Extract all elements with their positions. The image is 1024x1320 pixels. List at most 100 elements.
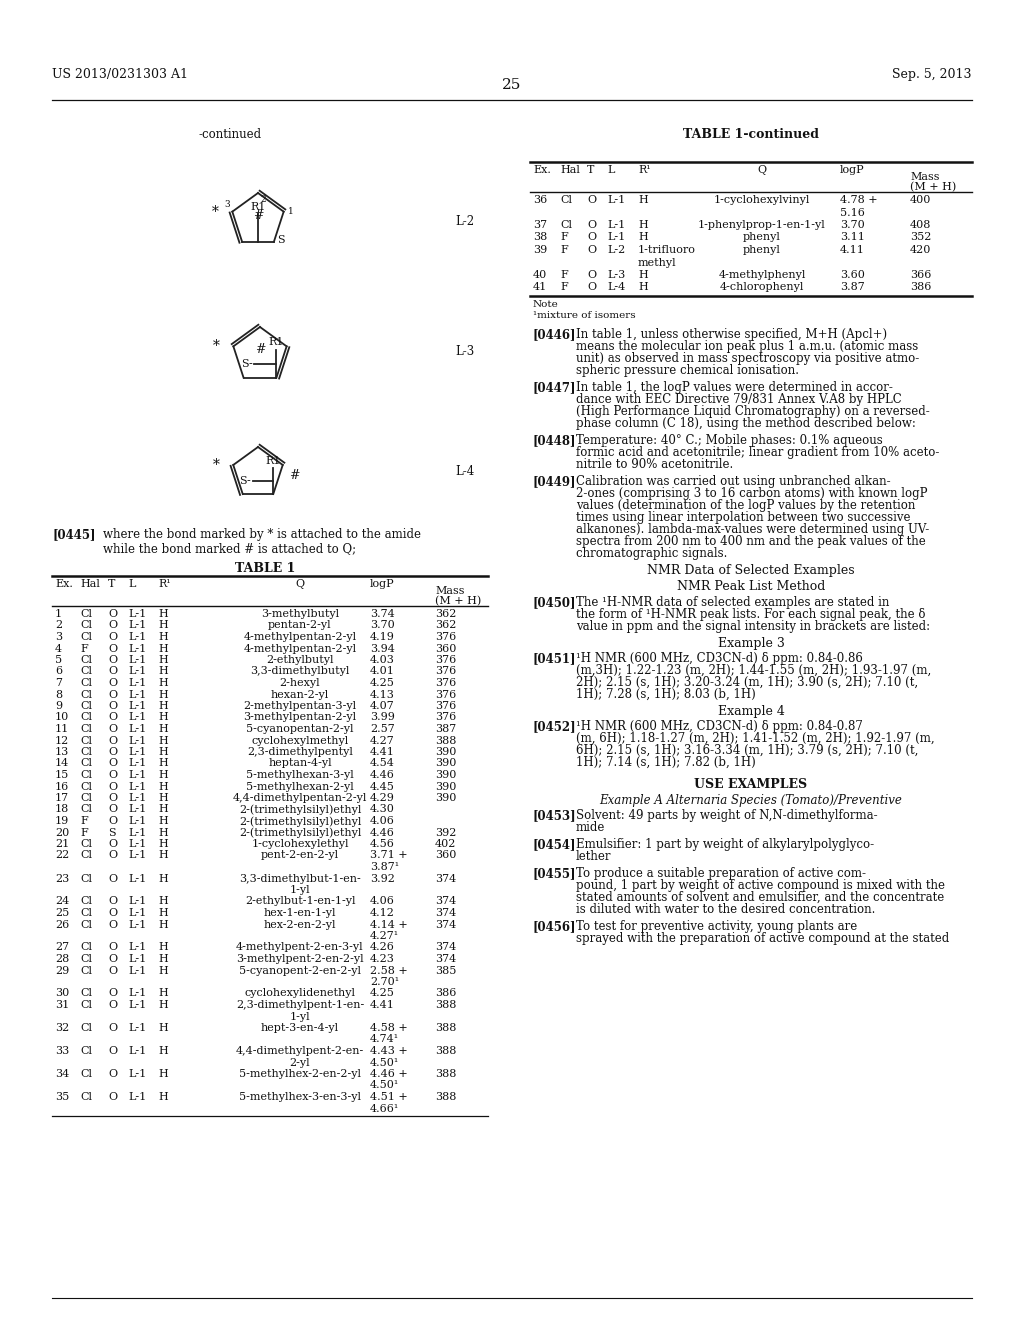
Text: H: H [638,271,648,280]
Text: 4.01: 4.01 [370,667,395,676]
Text: 4.27: 4.27 [370,735,394,746]
Text: L-1: L-1 [128,1092,146,1102]
Text: 2-(trimethylsilyl)ethyl: 2-(trimethylsilyl)ethyl [239,816,361,826]
Text: 5-methylhexan-3-yl: 5-methylhexan-3-yl [246,770,354,780]
Text: 4.66¹: 4.66¹ [370,1104,399,1114]
Text: O: O [108,620,117,631]
Text: hept-3-en-4-yl: hept-3-en-4-yl [261,1023,339,1034]
Text: O: O [108,816,117,826]
Text: The ¹H-NMR data of selected examples are stated in: The ¹H-NMR data of selected examples are… [575,597,890,609]
Text: O: O [587,195,596,205]
Text: L-1: L-1 [128,896,146,907]
Text: O: O [108,747,117,756]
Text: Cl: Cl [560,195,572,205]
Text: H: H [158,678,168,688]
Text: 2.57: 2.57 [370,723,394,734]
Text: 376: 376 [435,667,457,676]
Text: H: H [158,1092,168,1102]
Text: S: S [276,235,285,244]
Text: 10: 10 [55,713,70,722]
Text: H: H [158,1023,168,1034]
Text: H: H [158,713,168,722]
Text: 4-methylpentan-2-yl: 4-methylpentan-2-yl [244,644,356,653]
Text: mide: mide [575,821,605,834]
Text: [0456]: [0456] [534,920,577,933]
Text: O: O [108,850,117,861]
Text: Hal: Hal [560,165,580,176]
Text: 15: 15 [55,770,70,780]
Text: 390: 390 [435,759,457,768]
Text: L-1: L-1 [128,850,146,861]
Text: Cl: Cl [80,713,92,722]
Text: 388: 388 [435,1092,457,1102]
Text: O: O [108,655,117,665]
Text: L-3: L-3 [455,345,474,358]
Text: Cl: Cl [80,667,92,676]
Text: H: H [158,735,168,746]
Text: 28: 28 [55,954,70,964]
Text: 1H); 7.28 (s, 1H); 8.03 (b, 1H): 1H); 7.28 (s, 1H); 8.03 (b, 1H) [575,688,756,701]
Text: US 2013/0231303 A1: US 2013/0231303 A1 [52,69,188,81]
Text: O: O [108,735,117,746]
Text: 374: 374 [435,954,457,964]
Text: #: # [289,469,299,482]
Text: H: H [158,850,168,861]
Text: R¹: R¹ [158,579,171,589]
Text: H: H [158,920,168,929]
Text: 4.78 +: 4.78 + [840,195,878,205]
Text: 362: 362 [435,620,457,631]
Text: 2-ones (comprising 3 to 16 carbon atoms) with known logP: 2-ones (comprising 3 to 16 carbon atoms)… [575,487,928,500]
Text: O: O [108,874,117,883]
Text: where the bond marked by * is attached to the amide: where the bond marked by * is attached t… [103,528,421,541]
Text: H: H [158,942,168,953]
Text: 3-methylbutyl: 3-methylbutyl [261,609,339,619]
Text: 4.06: 4.06 [370,896,395,907]
Text: 2-ethylbut-1-en-1-yl: 2-ethylbut-1-en-1-yl [245,896,355,907]
Text: 386: 386 [435,989,457,998]
Text: 40: 40 [534,271,547,280]
Text: 4.54: 4.54 [370,759,395,768]
Text: 13: 13 [55,747,70,756]
Text: 376: 376 [435,655,457,665]
Text: L-1: L-1 [128,723,146,734]
Text: 4: 4 [55,644,62,653]
Text: L-1: L-1 [128,828,146,837]
Text: hex-2-en-2-yl: hex-2-en-2-yl [264,920,336,929]
Text: *: * [211,205,218,219]
Text: H: H [158,954,168,964]
Text: 390: 390 [435,781,457,792]
Text: 386: 386 [910,282,932,293]
Text: 1-trifluoro: 1-trifluoro [638,246,696,255]
Text: O: O [108,667,117,676]
Text: L-1: L-1 [128,644,146,653]
Text: dance with EEC Directive 79/831 Annex V.A8 by HPLC: dance with EEC Directive 79/831 Annex V.… [575,393,902,407]
Text: cyclohexylmethyl: cyclohexylmethyl [251,735,348,746]
Text: Mass: Mass [435,586,465,597]
Text: 6: 6 [55,667,62,676]
Text: Cl: Cl [80,759,92,768]
Text: 4.25: 4.25 [370,678,395,688]
Text: 2-yl: 2-yl [290,1057,310,1068]
Text: 35: 35 [55,1092,70,1102]
Text: L-1: L-1 [128,655,146,665]
Text: 16: 16 [55,781,70,792]
Text: H: H [158,701,168,711]
Text: H: H [638,232,648,243]
Text: [0453]: [0453] [534,809,577,822]
Text: L-2: L-2 [607,246,626,255]
Text: H: H [158,723,168,734]
Text: 3-methylpentan-2-yl: 3-methylpentan-2-yl [244,713,356,722]
Text: [0454]: [0454] [534,838,577,851]
Text: sprayed with the preparation of active compound at the stated: sprayed with the preparation of active c… [575,932,949,945]
Text: 392: 392 [435,828,457,837]
Text: H: H [638,220,648,230]
Text: cyclohexylidenethyl: cyclohexylidenethyl [245,989,355,998]
Text: O: O [108,920,117,929]
Text: 385: 385 [435,965,457,975]
Text: 32: 32 [55,1023,70,1034]
Text: 1-yl: 1-yl [290,1011,310,1022]
Text: 376: 376 [435,632,457,642]
Text: Cl: Cl [80,747,92,756]
Text: TABLE 1-continued: TABLE 1-continued [683,128,819,141]
Text: 2,3-dimethylpent-1-en-: 2,3-dimethylpent-1-en- [236,1001,365,1010]
